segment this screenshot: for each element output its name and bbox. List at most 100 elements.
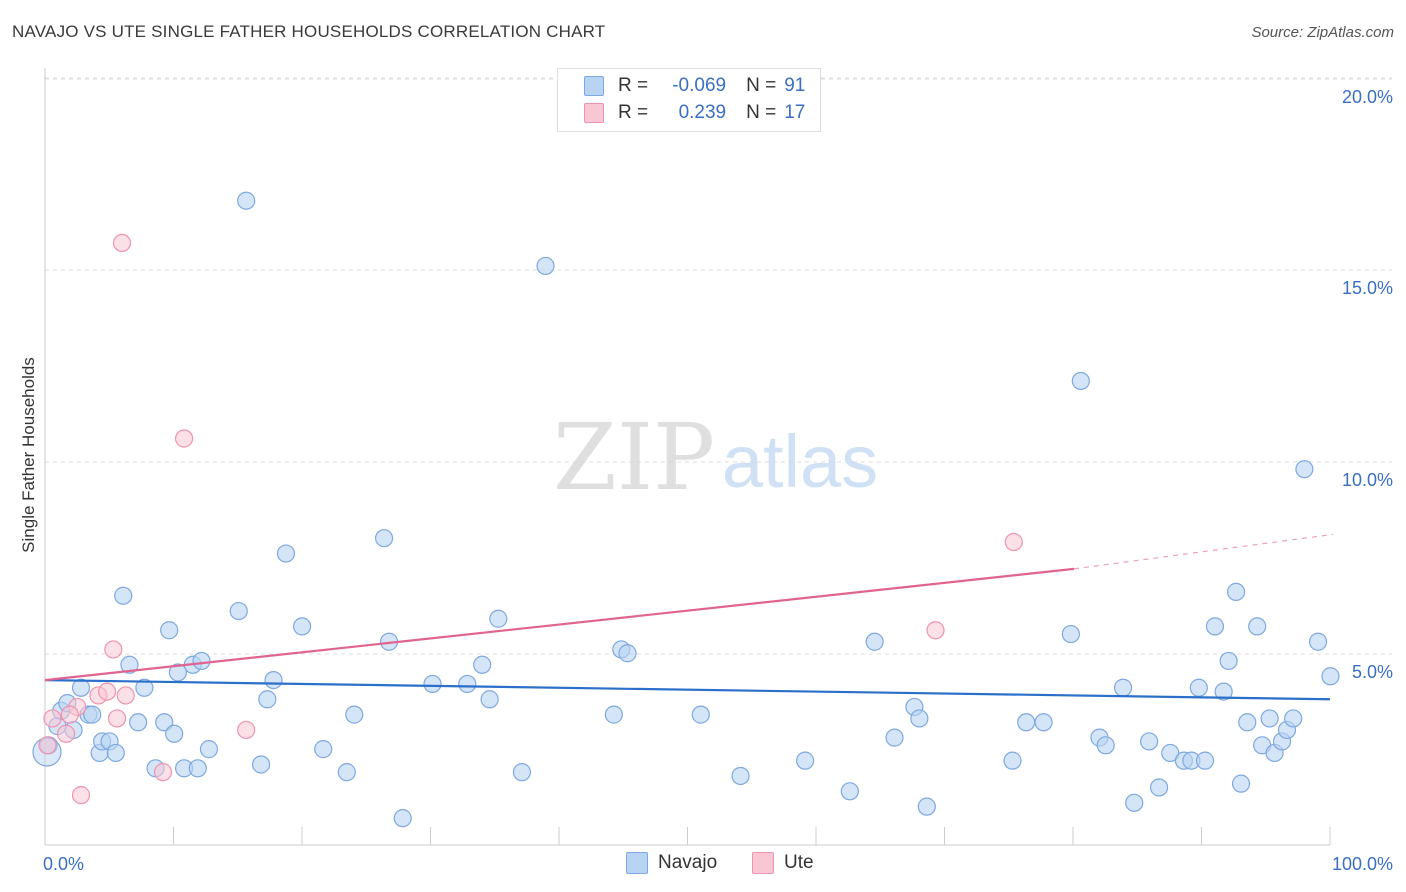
navajo-point — [135, 678, 154, 697]
navajo-point — [237, 191, 256, 210]
ute-n-label: N = — [746, 102, 777, 123]
navajo-point — [374, 529, 394, 548]
ute-point — [116, 686, 135, 705]
navajo-point — [229, 601, 248, 621]
ute-n-value: 17 — [784, 102, 806, 123]
navajo-point — [188, 759, 207, 778]
legend-row-ute: R = 0.239 N = 17 — [584, 101, 805, 125]
navajo-point — [1140, 732, 1159, 751]
navajo-point — [1214, 682, 1233, 701]
navajo-point — [129, 713, 148, 732]
navajo-point — [1096, 736, 1115, 755]
legend-row-navajo: R = -0.069 N = 91 — [584, 74, 805, 98]
navajo-point — [1295, 460, 1314, 479]
ute-points — [38, 233, 1023, 805]
navajo-point — [1125, 793, 1144, 812]
navajo-point — [731, 766, 750, 786]
navajo-point — [458, 674, 477, 694]
navajo-r-label: R = — [618, 75, 649, 96]
navajo-point — [1061, 624, 1080, 644]
ute-point — [38, 736, 57, 755]
ute-point — [97, 682, 117, 701]
navajo-point — [114, 586, 133, 605]
navajo-point — [393, 809, 412, 828]
navajo-n-label: N = — [746, 75, 777, 96]
navajo-swatch — [584, 76, 604, 96]
navajo-point — [160, 621, 179, 640]
ute-point — [1004, 532, 1023, 552]
navajo-point — [1248, 617, 1267, 636]
navajo-point — [1017, 713, 1036, 732]
ute-trend-line — [44, 567, 1075, 682]
navajo-point — [885, 728, 904, 747]
chart-source: Source: ZipAtlas.com — [1251, 24, 1394, 41]
navajo-point — [1260, 709, 1279, 728]
navajo-point — [292, 617, 312, 636]
navajo-point — [199, 740, 219, 759]
ute-point — [175, 429, 194, 448]
series-legend: Navajo Ute — [0, 852, 1406, 876]
navajo-point — [536, 256, 555, 276]
ute-r-value: 0.239 — [678, 102, 727, 123]
navajo-r-value: -0.069 — [672, 75, 727, 96]
legend-item-ute: Ute — [752, 852, 814, 874]
navajo-point — [865, 632, 884, 651]
navajo-point — [796, 751, 815, 770]
ute-point — [104, 640, 123, 659]
legend-item-navajo: Navajo — [626, 852, 717, 874]
navajo-point — [423, 674, 442, 694]
navajo-point — [1195, 751, 1215, 770]
ute-trend-extension — [1073, 533, 1334, 570]
navajo-point — [314, 740, 333, 759]
x-tick-label-end: 100.0% — [1332, 854, 1393, 874]
navajo-point — [276, 544, 296, 563]
navajo-point — [1113, 678, 1133, 697]
navajo-point — [473, 655, 492, 674]
navajo-point — [1226, 582, 1246, 601]
navajo-point — [120, 655, 139, 674]
navajo-point — [1071, 371, 1090, 391]
navajo-point — [1321, 667, 1340, 686]
ute-point — [60, 705, 79, 724]
navajo-point — [83, 705, 102, 724]
navajo-point — [345, 705, 364, 724]
legend-navajo-swatch — [626, 852, 648, 874]
navajo-point — [71, 678, 91, 697]
navajo-point — [512, 763, 532, 782]
navajo-point — [192, 651, 211, 671]
navajo-point — [258, 690, 277, 709]
y-tick-label: 15.0% — [1342, 278, 1393, 298]
navajo-point — [691, 705, 710, 724]
navajo-point — [1284, 709, 1303, 728]
y-axis-label: Single Father Households — [19, 357, 38, 553]
navajo-n-value: 91 — [784, 75, 806, 96]
ute-r-label: R = — [618, 102, 649, 123]
navajo-point — [1149, 778, 1169, 797]
legend-ute-swatch — [752, 852, 774, 874]
watermark-atlas: atlas — [722, 420, 878, 503]
navajo-point — [1161, 743, 1180, 763]
ute-point — [237, 720, 256, 740]
navajo-point — [1003, 751, 1022, 770]
ute-point — [43, 709, 62, 728]
navajo-point — [618, 644, 637, 663]
navajo-point — [106, 743, 125, 763]
watermark-zip: ZIP — [553, 404, 715, 511]
navajo-trend-line — [44, 678, 1331, 701]
navajo-point — [168, 663, 187, 682]
ute-point — [57, 724, 76, 743]
navajo-point — [1308, 632, 1328, 651]
ute-point — [153, 763, 173, 782]
y-tick-label: 20.0% — [1342, 87, 1393, 107]
navajo-point — [155, 713, 174, 732]
navajo-point — [337, 763, 356, 782]
ute-point — [112, 233, 132, 253]
ute-point — [71, 786, 91, 805]
navajo-point — [1205, 617, 1225, 636]
navajo-point — [1238, 713, 1257, 732]
y-tick-label: 5.0% — [1352, 662, 1393, 682]
correlation-legend: R = -0.069 N = 91 R = 0.239 N = 17 — [557, 68, 821, 132]
navajo-point — [910, 709, 929, 728]
ute-point — [926, 621, 945, 640]
